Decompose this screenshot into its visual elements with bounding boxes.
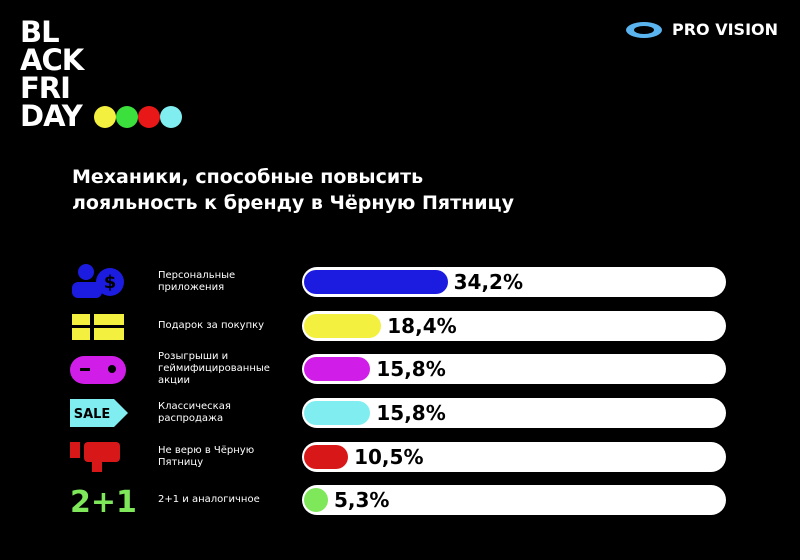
category-label: Розыгрыши и геймифицированные акции: [158, 351, 270, 386]
logo-line: ACK: [20, 43, 84, 77]
logo-line: BL: [20, 15, 60, 49]
svg-text:$: $: [104, 272, 117, 293]
icon-gift: [72, 314, 124, 340]
logo-dot: [160, 106, 182, 128]
chart-title: Механики, способные повысить лояльность …: [72, 166, 515, 214]
brand-name: PRO VISION: [672, 20, 779, 39]
bar-track: [302, 398, 726, 428]
bar: [304, 314, 382, 338]
icon-text: SALE: [74, 407, 111, 422]
icon-sale: SALE: [70, 399, 128, 427]
icon-gamepad: [70, 356, 126, 384]
logo-line: FRI: [20, 71, 71, 105]
icon-apps: $: [72, 264, 124, 298]
value-label: 5,3%: [334, 488, 390, 512]
value-label: 18,4%: [387, 314, 457, 338]
bar-track: [302, 354, 726, 384]
brand-icon: [626, 22, 662, 38]
category-label: Подарок за покупку: [158, 320, 265, 331]
icon-text: 2+1: [70, 485, 137, 518]
logo-dot: [94, 106, 116, 128]
value-label: 15,8%: [376, 401, 446, 425]
icon-two-plus-one: 2+1: [70, 485, 137, 518]
category-label: Не верю в Чёрную Пятницу: [158, 445, 255, 468]
value-label: 10,5%: [354, 445, 424, 469]
bar-track: [302, 485, 726, 515]
value-label: 15,8%: [376, 357, 446, 381]
bar: [304, 401, 371, 425]
bar: [304, 357, 371, 381]
bar-track: [302, 442, 726, 472]
bar: [304, 488, 328, 512]
category-label: Классическая распродажа: [158, 401, 231, 424]
logo-line: DAY: [20, 99, 83, 133]
bar: [304, 270, 448, 294]
logo-dot: [116, 106, 138, 128]
category-label: Персональные приложения: [158, 270, 236, 293]
category-label: 2+1 и аналогичное: [158, 494, 260, 505]
bar: [304, 445, 349, 469]
value-label: 34,2%: [453, 270, 524, 294]
logo-dot: [138, 106, 160, 128]
icon-thumb-down: [70, 442, 120, 472]
